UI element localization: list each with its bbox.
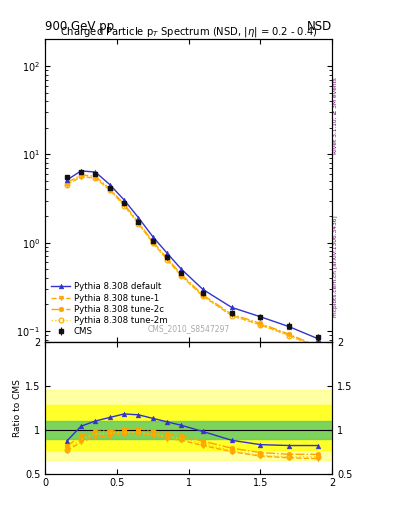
Pythia 8.308 default [315, 335, 320, 342]
Pythia 8.308 tune-2m [122, 203, 127, 209]
Pythia 8.308 default [64, 177, 69, 183]
Bar [45, 421, 332, 438]
Pythia 8.308 tune-2c [93, 173, 98, 179]
Title: Charged Particle p$_T$ Spectrum (NSD, $|\eta|$ = 0.2 - 0.4): Charged Particle p$_T$ Spectrum (NSD, $|… [60, 26, 318, 39]
Pythia 8.308 default [179, 266, 184, 272]
Pythia 8.308 tune-2c [258, 321, 263, 327]
Pythia 8.308 default [201, 286, 206, 292]
Pythia 8.308 tune-2m [165, 257, 169, 263]
Pythia 8.308 tune-1 [79, 174, 83, 180]
Line: Pythia 8.308 tune-2c: Pythia 8.308 tune-2c [64, 173, 320, 349]
Pythia 8.308 tune-1 [287, 332, 292, 338]
Pythia 8.308 default [107, 181, 112, 187]
Line: Pythia 8.308 default: Pythia 8.308 default [64, 168, 320, 341]
Text: 900 GeV pp: 900 GeV pp [45, 20, 114, 33]
Y-axis label: Ratio to CMS: Ratio to CMS [13, 379, 22, 437]
Pythia 8.308 tune-2m [230, 313, 234, 319]
Pythia 8.308 tune-2m [179, 273, 184, 279]
Pythia 8.308 default [287, 324, 292, 330]
Text: CMS_2010_S8547297: CMS_2010_S8547297 [147, 324, 230, 333]
Pythia 8.308 default [151, 233, 155, 240]
Pythia 8.308 default [93, 169, 98, 175]
Pythia 8.308 tune-2m [93, 175, 98, 181]
Pythia 8.308 tune-1 [201, 293, 206, 299]
Pythia 8.308 tune-2m [79, 173, 83, 179]
Text: mcplots.cern.ch [arXiv:1306.3436]: mcplots.cern.ch [arXiv:1306.3436] [332, 216, 338, 317]
Pythia 8.308 tune-2c [107, 186, 112, 192]
Pythia 8.308 tune-1 [151, 240, 155, 246]
Pythia 8.308 tune-2m [258, 322, 263, 328]
Pythia 8.308 tune-2c [315, 343, 320, 349]
Pythia 8.308 tune-1 [93, 175, 98, 181]
Pythia 8.308 tune-2c [122, 201, 127, 207]
Text: Rivet 3.1.10, ≥ 3M events: Rivet 3.1.10, ≥ 3M events [332, 77, 338, 154]
Pythia 8.308 tune-2c [201, 292, 206, 298]
Pythia 8.308 tune-2c [79, 172, 83, 178]
Bar [45, 405, 332, 450]
Line: Pythia 8.308 tune-1: Pythia 8.308 tune-1 [64, 175, 320, 350]
Pythia 8.308 tune-2c [151, 239, 155, 245]
Pythia 8.308 tune-1 [107, 187, 112, 193]
Pythia 8.308 tune-1 [258, 322, 263, 328]
Text: NSD: NSD [307, 20, 332, 33]
Pythia 8.308 tune-2m [201, 293, 206, 299]
Pythia 8.308 tune-2c [287, 331, 292, 337]
Legend: Pythia 8.308 default, Pythia 8.308 tune-1, Pythia 8.308 tune-2c, Pythia 8.308 tu: Pythia 8.308 default, Pythia 8.308 tune-… [50, 281, 169, 338]
Pythia 8.308 tune-1 [230, 312, 234, 318]
Pythia 8.308 tune-2c [136, 219, 141, 225]
Pythia 8.308 tune-2m [107, 187, 112, 193]
Pythia 8.308 tune-2m [136, 221, 141, 227]
Line: Pythia 8.308 tune-2m: Pythia 8.308 tune-2m [64, 174, 320, 351]
Pythia 8.308 tune-1 [179, 273, 184, 279]
Pythia 8.308 tune-1 [165, 257, 169, 263]
Pythia 8.308 default [258, 314, 263, 320]
Pythia 8.308 tune-2m [151, 240, 155, 246]
Pythia 8.308 tune-1 [122, 202, 127, 208]
Pythia 8.308 tune-1 [315, 345, 320, 351]
Pythia 8.308 tune-2c [230, 311, 234, 317]
Pythia 8.308 tune-1 [136, 220, 141, 226]
Pythia 8.308 default [230, 304, 234, 310]
Pythia 8.308 tune-2c [165, 255, 169, 262]
Pythia 8.308 tune-2m [315, 345, 320, 351]
Pythia 8.308 default [136, 215, 141, 221]
Pythia 8.308 tune-2m [64, 181, 69, 187]
Pythia 8.308 default [79, 168, 83, 174]
Pythia 8.308 default [122, 197, 127, 203]
Bar [45, 390, 332, 460]
Pythia 8.308 tune-2c [179, 271, 184, 278]
Pythia 8.308 tune-2m [287, 333, 292, 339]
Pythia 8.308 default [165, 250, 169, 257]
Pythia 8.308 tune-2c [64, 180, 69, 186]
Pythia 8.308 tune-1 [64, 181, 69, 187]
